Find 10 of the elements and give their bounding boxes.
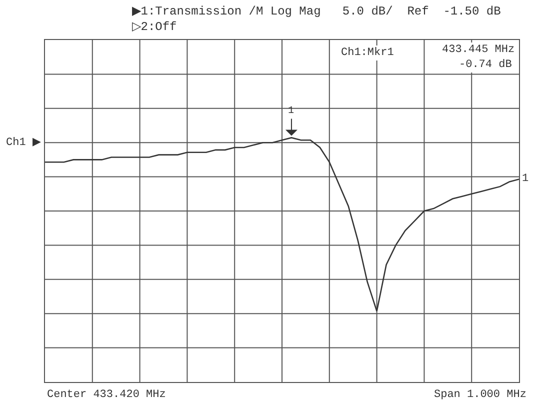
text: Span 1.000 MHz — [434, 389, 526, 401]
text: 1 — [522, 173, 529, 185]
text: Center 433.420 MHz — [47, 389, 166, 401]
text: Ch1:Mkr1 — [341, 47, 394, 59]
text: -0.74 dB — [459, 59, 512, 71]
chart-subtitle: ▷2:Off — [132, 20, 177, 34]
annotation: 1 — [288, 106, 294, 117]
chart-title: ▶1:Transmission /M Log Mag 5.0 dB/ Ref -1.50 dB — [132, 4, 501, 18]
text: 433.445 MHz — [442, 44, 515, 56]
text: Ch1 ▶ — [6, 137, 42, 149]
